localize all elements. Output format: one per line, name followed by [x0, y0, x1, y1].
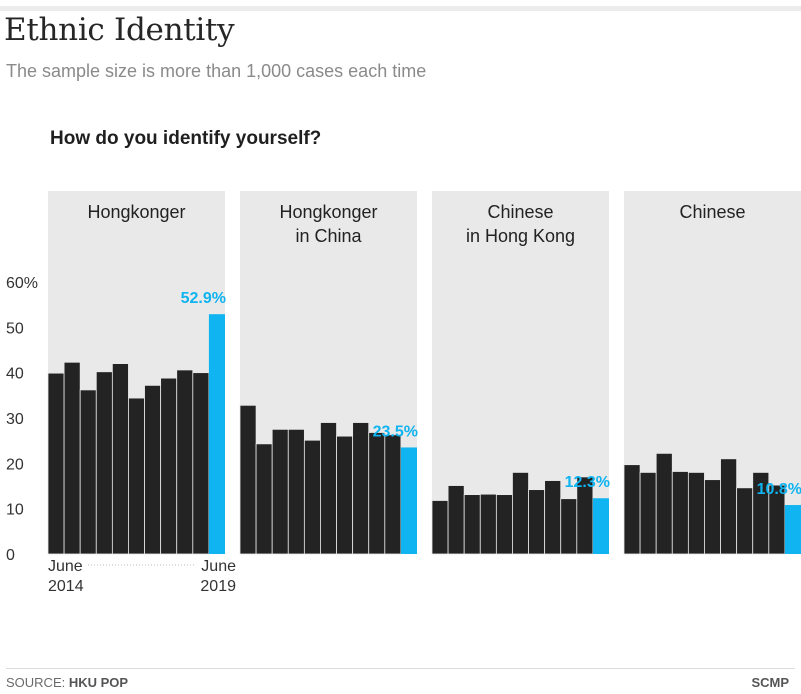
bar — [447, 485, 465, 555]
bar — [271, 428, 289, 555]
y-tick-label: 20 — [6, 456, 24, 473]
bar — [704, 479, 721, 555]
source-name: HKU POP — [68, 675, 129, 690]
latest-bar — [784, 505, 801, 554]
x-end-label: June — [201, 558, 236, 575]
bar — [512, 471, 529, 555]
bar — [560, 498, 578, 555]
latest-bar — [208, 314, 225, 554]
chart-title: How do you identify yourself? — [50, 128, 322, 149]
panel-2: Hongkonger in China 23.5% — [239, 191, 418, 555]
bar — [479, 493, 497, 555]
bar — [720, 458, 738, 555]
latest-bar — [592, 498, 609, 554]
bar — [192, 372, 210, 555]
page-subtitle: The sample size is more than 1,000 cases… — [6, 61, 427, 81]
bar — [655, 452, 673, 555]
panel-title: in China — [295, 226, 362, 246]
bar — [111, 363, 129, 555]
bar — [144, 384, 162, 555]
bar — [287, 428, 305, 555]
latest-value-label: 12.3% — [565, 474, 610, 491]
y-tick-label: 30 — [6, 411, 24, 428]
y-tick-label: 40 — [6, 366, 24, 383]
bar — [63, 361, 81, 555]
bar — [303, 439, 321, 555]
bar — [128, 397, 145, 555]
source-label: SOURCE: — [6, 675, 69, 690]
bar — [95, 371, 113, 555]
latest-bar — [400, 447, 417, 554]
bar — [239, 404, 257, 555]
y-tick-label: 0 — [6, 547, 15, 564]
bar — [576, 476, 594, 555]
bar — [671, 471, 689, 555]
x-start-label: June — [48, 558, 83, 575]
bar — [47, 372, 65, 555]
panel-title: Chinese — [679, 202, 745, 222]
panel-title: Hongkonger — [87, 202, 185, 222]
bar — [639, 471, 657, 555]
bar — [255, 443, 273, 555]
bar — [352, 422, 370, 555]
bar — [544, 480, 562, 555]
latest-value-label: 23.5% — [373, 423, 418, 440]
publisher-credit: SCMP — [751, 675, 789, 690]
bar — [736, 487, 754, 555]
bar — [384, 434, 402, 555]
x-start-label: 2014 — [48, 578, 84, 595]
bar — [320, 422, 337, 555]
panel-title: Hongkonger — [279, 202, 377, 222]
bar — [768, 484, 786, 555]
latest-value-label: 10.8% — [757, 481, 801, 498]
source-credit: SOURCE: HKU POP — [6, 675, 128, 690]
panel-4: Chinese 10.8% — [623, 191, 801, 555]
y-tick-label: 60% — [6, 275, 38, 292]
bar — [431, 500, 449, 555]
bar — [623, 464, 641, 555]
footer-rule — [6, 668, 795, 669]
top-rule — [0, 6, 801, 11]
panel-3: Chinese in Hong Kong 12.3% — [431, 191, 610, 555]
bar — [160, 377, 178, 555]
bar — [687, 471, 705, 555]
bar — [79, 389, 97, 555]
panel-title: in Hong Kong — [466, 226, 575, 246]
latest-value-label: 52.9% — [181, 290, 226, 307]
bar — [336, 435, 354, 555]
x-end-label: 2019 — [200, 578, 236, 595]
bar — [495, 494, 513, 555]
bar — [368, 432, 386, 555]
bar — [176, 369, 194, 555]
bar — [528, 489, 546, 555]
y-tick-label: 50 — [6, 320, 24, 337]
panel-1: Hongkonger 52.9% — [47, 191, 226, 555]
page-title: Ethnic Identity — [4, 12, 235, 48]
y-tick-label: 10 — [6, 502, 24, 519]
panel-title: Chinese — [487, 202, 553, 222]
bar — [463, 494, 481, 555]
